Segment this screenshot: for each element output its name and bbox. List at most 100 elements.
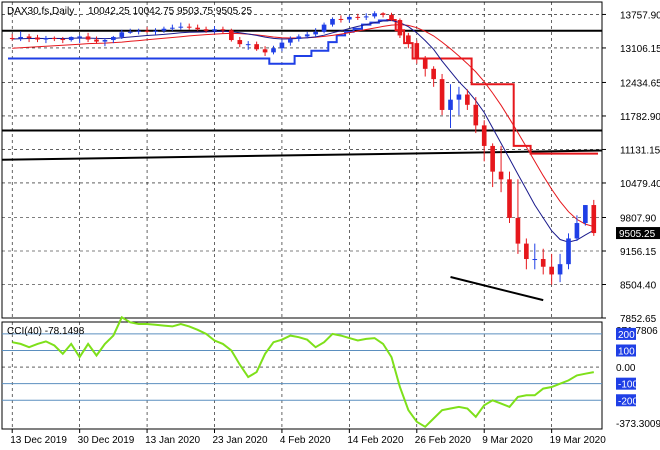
candle-body — [583, 205, 588, 224]
candle-body — [481, 125, 487, 146]
cci-level-label: 200 — [618, 330, 635, 341]
candle-body — [465, 94, 470, 105]
candle-body — [363, 16, 369, 18]
candle-body — [574, 223, 580, 239]
envelope-lower-line — [8, 19, 396, 65]
candle-body — [406, 35, 411, 44]
candle — [271, 45, 276, 55]
candle — [127, 28, 133, 34]
candle — [102, 37, 108, 47]
candle-body — [68, 36, 74, 41]
candle-body — [271, 48, 276, 53]
candle-body — [380, 13, 386, 15]
candle — [448, 84, 453, 128]
candle-body — [524, 243, 529, 260]
candle-body — [498, 171, 504, 180]
price-tick-label: 8504.40 — [620, 280, 657, 291]
candle-body — [262, 49, 268, 53]
candle-body — [422, 58, 428, 69]
last-price-label: 9505.25 — [619, 229, 656, 240]
candle — [43, 35, 49, 44]
candle — [583, 205, 588, 226]
candle-body — [330, 18, 335, 25]
candle-body — [60, 39, 66, 41]
candle — [186, 23, 192, 30]
cci-level-box — [616, 394, 636, 407]
candle-body — [178, 26, 184, 28]
price-overlays — [1, 19, 603, 302]
candle-body — [237, 40, 243, 45]
candle-body — [414, 43, 420, 59]
candle-body — [557, 264, 563, 275]
candle — [465, 89, 470, 110]
date-tick-label: 14 Feb 2020 — [347, 435, 404, 446]
candle-body — [43, 37, 49, 40]
candle-body — [347, 16, 352, 20]
price-panel-frame — [1, 1, 603, 319]
candle-body — [338, 18, 344, 20]
candle — [532, 243, 538, 270]
candle — [338, 15, 344, 23]
candle-body — [170, 27, 175, 29]
candle-body — [288, 39, 293, 43]
candle — [498, 145, 504, 193]
price-tick-label: 12434.65 — [620, 78, 660, 89]
candle-body — [77, 36, 82, 38]
candle-body — [153, 30, 158, 32]
cci-levels — [2, 333, 602, 401]
candle-body — [127, 31, 133, 33]
candle — [549, 253, 554, 285]
candle-body — [254, 44, 259, 50]
cci-level-label: 100 — [618, 346, 635, 357]
cci-level-box — [616, 344, 636, 357]
cci-series — [12, 315, 594, 429]
candle — [220, 26, 226, 34]
date-tick-label: 4 Feb 2020 — [280, 435, 331, 446]
cci-axis: 271.7806 0.00 -373.3009 200 100 -100 -200 — [616, 326, 660, 430]
candle — [279, 40, 285, 52]
date-axis: 13 Dec 2019 30 Dec 2019 13 Jan 2020 23 Jan … — [10, 429, 606, 446]
candle — [507, 171, 512, 224]
candle-body — [229, 30, 234, 41]
candle-body — [566, 238, 571, 265]
candle — [60, 36, 66, 44]
cci-level-label: -100 — [618, 380, 638, 391]
candle-body — [35, 37, 40, 40]
candle — [363, 13, 369, 20]
support-trend-line — [450, 276, 544, 302]
candle — [26, 33, 32, 43]
date-tick-label: 30 Dec 2019 — [78, 435, 135, 446]
candle-body — [372, 13, 377, 17]
candle-body — [591, 205, 597, 234]
candle — [557, 253, 563, 283]
candle-body — [507, 179, 512, 218]
candle-body — [18, 36, 23, 39]
cci-level-box — [616, 327, 636, 340]
candle-body — [102, 40, 108, 42]
cci-label: CCI(40) -78.1498 — [7, 326, 85, 337]
candle-body — [456, 94, 462, 100]
cci-grid — [2, 322, 602, 429]
candle-body — [549, 266, 554, 275]
candle-body — [355, 16, 361, 18]
cci-max-label: 271.7806 — [616, 326, 658, 337]
symbol-label: DAX30.fs,Daily — [7, 6, 74, 17]
candle — [414, 40, 420, 64]
cci-level-label: -200 — [618, 396, 638, 407]
candle — [439, 73, 445, 116]
candle — [68, 36, 74, 42]
date-tick-label: 26 Feb 2020 — [415, 435, 472, 446]
candle — [372, 11, 377, 19]
candle-body — [186, 26, 192, 28]
candle-body — [439, 79, 445, 110]
price-axis: 13757.90 13106.15 12434.65 11782.90 11131.15… — [602, 10, 660, 325]
candle — [161, 26, 167, 33]
candle — [136, 28, 141, 35]
candle — [347, 15, 352, 23]
candle — [431, 66, 436, 87]
candle-body — [212, 29, 217, 31]
candle-body — [540, 259, 546, 267]
candle — [9, 33, 15, 41]
candle — [18, 31, 23, 42]
